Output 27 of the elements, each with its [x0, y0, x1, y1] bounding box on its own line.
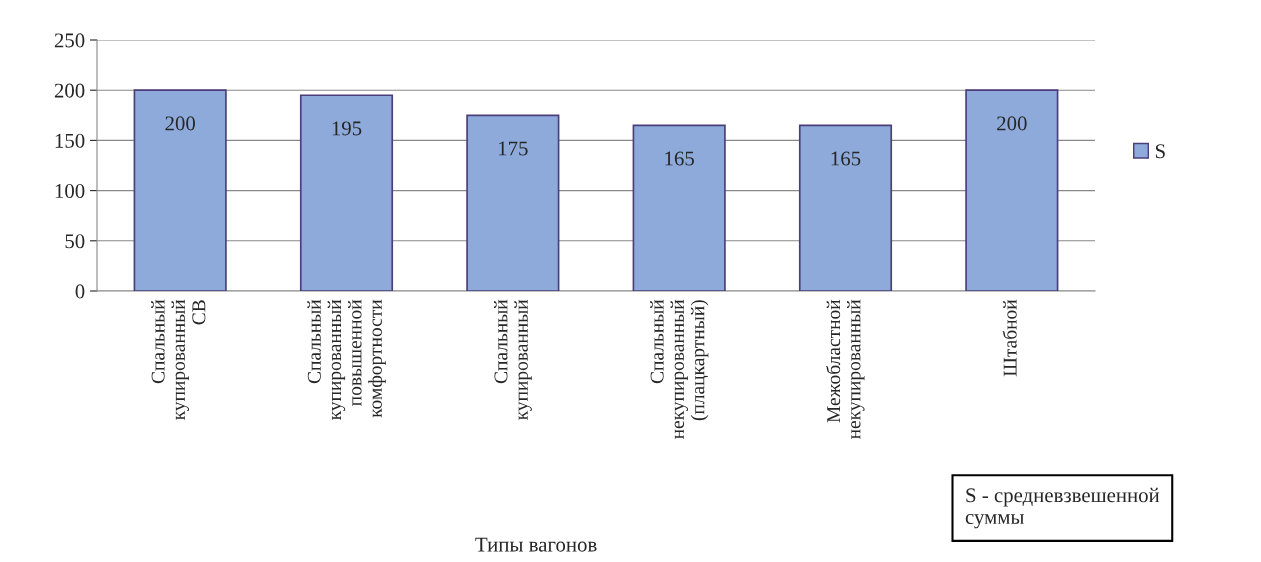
- data-label: 195: [332, 121, 362, 136]
- y-tick-label: 0: [75, 284, 85, 299]
- y-tick-label: 50: [65, 234, 85, 249]
- bar: [632, 124, 726, 291]
- data-label: 200: [165, 116, 195, 131]
- data-label: 165: [665, 151, 694, 166]
- data-label: 175: [499, 141, 528, 156]
- x-tick-label: Спальный купированный СВ: [151, 299, 206, 420]
- data-label: 165: [831, 151, 861, 166]
- y-tick-label: 250: [54, 33, 85, 48]
- x-tick-label: Спальный купированный повышенной комфортности: [307, 299, 386, 420]
- data-label: 200: [997, 116, 1027, 131]
- x-axis-title: Типы вагонов: [475, 537, 597, 552]
- x-tick-label: Спальный некупированный (плацкартный): [650, 299, 709, 439]
- bar: [965, 89, 1059, 291]
- x-tick-label: Спальный купированный: [494, 299, 532, 420]
- legend-label: S: [1155, 144, 1165, 159]
- y-tick-label: 150: [55, 133, 85, 148]
- bar: [133, 89, 227, 291]
- bar: [798, 124, 893, 291]
- text: S - средневзвешенной суммы: [965, 487, 1160, 529]
- y-tick-label: 200: [54, 83, 85, 98]
- bar: [466, 114, 560, 291]
- x-tick-label: Межобластной некупированный: [826, 299, 865, 439]
- bar: [299, 94, 394, 291]
- y-tick-label: 100: [55, 183, 85, 199]
- x-tick-label: Штабной: [1002, 299, 1017, 377]
